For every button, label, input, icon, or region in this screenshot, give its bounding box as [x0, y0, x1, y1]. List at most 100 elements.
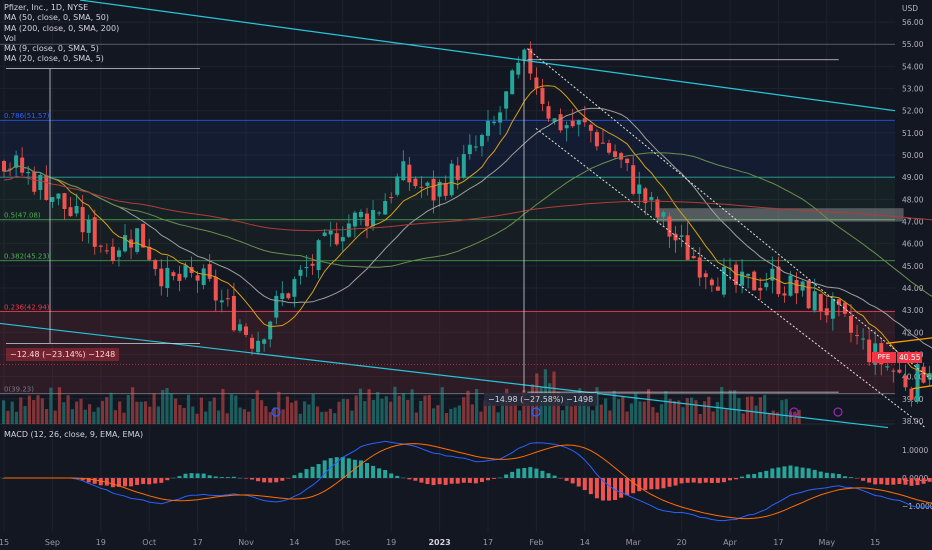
macd-line	[4, 440, 932, 522]
macd-histogram-bar	[183, 473, 188, 478]
volume-bar	[156, 406, 160, 424]
indicator-ma9[interactable]: MA (9, close, 0, SMA, 5)	[4, 44, 99, 54]
macd-histogram-bar	[165, 478, 170, 481]
candle-body	[371, 210, 376, 227]
macd-histogram-bar	[522, 467, 527, 478]
macd-histogram-bar	[546, 473, 551, 478]
macd-histogram-bar	[268, 478, 273, 483]
measure-left-label[interactable]: −12.48 (−23.14%) −1248	[6, 348, 120, 361]
volume-bar	[440, 387, 444, 424]
volume-bar	[174, 398, 178, 424]
volume-bar	[410, 389, 414, 424]
macd-histogram-bar	[540, 470, 545, 478]
volume-bar	[449, 408, 453, 424]
trendline-lower	[0, 322, 889, 429]
fib-level-label: 0.5(47.08)	[4, 212, 41, 220]
indicator-volume[interactable]: Vol	[4, 33, 16, 43]
macd-histogram-bar	[455, 478, 460, 484]
macd-histogram-bar	[123, 478, 127, 487]
volume-bar	[500, 401, 504, 424]
indicator-ma200[interactable]: MA (200, close, 0, SMA, 200)	[4, 23, 120, 33]
macd-histogram-bar	[619, 478, 624, 498]
indicator-ma20[interactable]: MA (20, close, 0, SMA, 5)	[4, 54, 104, 64]
volume-bar	[707, 396, 711, 424]
price-tick-label: 38.00	[902, 417, 924, 426]
measure-right-label[interactable]: −14.98 (−27.58%) −1498	[484, 393, 598, 406]
candle-body	[758, 287, 763, 291]
candle-body	[788, 275, 793, 296]
macd-histogram-bar	[873, 478, 878, 485]
candle-body	[600, 142, 605, 144]
macd-histogram-bar	[728, 478, 732, 481]
ma20-line	[3, 107, 932, 349]
volume-bar	[126, 394, 130, 424]
event-marker-icon	[271, 407, 281, 417]
volume-bar	[492, 404, 496, 424]
fib-level-label: 0(39.23)	[4, 386, 34, 394]
volume-bar	[767, 413, 771, 424]
volume-bar	[496, 412, 500, 424]
volume-bar	[40, 398, 44, 424]
macd-histogram-bar	[631, 478, 636, 494]
volume-bar	[711, 411, 715, 424]
volume-bar	[754, 405, 758, 424]
price-tick-label: 46.00	[902, 240, 924, 249]
candle-body	[588, 124, 593, 131]
macd-histogram-bar	[891, 478, 896, 485]
time-tick-label: 2023	[428, 538, 450, 547]
indicator-ma50[interactable]: MA (50, close, 0, SMA, 50)	[4, 13, 110, 23]
candle-body	[679, 235, 684, 237]
candle-body	[153, 260, 158, 270]
macd-histogram-bar	[395, 475, 400, 478]
macd-histogram-bar	[461, 478, 466, 483]
volume-bar	[100, 400, 105, 424]
macd-histogram-bar	[443, 478, 448, 485]
volume-bar	[66, 395, 70, 424]
volume-bar	[208, 401, 212, 424]
candle-body	[237, 324, 242, 331]
macd-histogram-bar	[250, 478, 255, 480]
candle-body	[26, 172, 31, 174]
macd-legend[interactable]: MACD (12, 26, close, 9, EMA, EMA)	[4, 430, 144, 439]
macd-tick-label: 0.0000	[902, 474, 928, 483]
candle-body	[649, 197, 654, 201]
fib-level-label: 0.382(45.23)	[4, 253, 50, 261]
macd-histogram-bar	[806, 468, 811, 478]
macd-histogram-bar	[867, 478, 872, 483]
candle-body	[594, 132, 599, 147]
candle-body	[110, 246, 115, 261]
macd-histogram-bar	[582, 478, 587, 491]
candle-body	[68, 207, 73, 217]
candle-body	[104, 250, 109, 252]
macd-histogram-bar	[709, 478, 714, 484]
volume-bar	[229, 394, 234, 424]
volume-bar	[242, 409, 246, 424]
candle-body	[219, 300, 224, 303]
macd-histogram-bar	[383, 469, 388, 478]
macd-histogram-bar	[552, 475, 557, 478]
volume-bar	[788, 411, 793, 424]
macd-histogram-bar	[715, 478, 720, 483]
candle-body	[836, 299, 841, 305]
volume-bar	[186, 394, 191, 424]
macd-histogram-bar	[377, 468, 382, 478]
candle-body	[691, 256, 696, 259]
candle-body	[2, 160, 6, 172]
volume-bar	[569, 406, 573, 424]
volume-bar	[625, 411, 629, 424]
candle-body	[631, 165, 636, 194]
time-tick-label: Feb	[529, 538, 543, 547]
volume-bar	[191, 406, 195, 424]
candle-body	[346, 223, 351, 237]
candle-body	[607, 143, 611, 153]
volume-bar	[83, 409, 87, 424]
macd-histogram-bar	[389, 473, 394, 478]
volume-bar	[122, 412, 126, 424]
fib-level-label: 0.236(42.94)	[4, 303, 50, 311]
symbol-title: Pfizer, Inc., 1D, NYSE	[4, 3, 89, 12]
volume-bar	[328, 408, 332, 424]
macd-histogram-bar	[256, 478, 261, 482]
candle-body	[582, 118, 587, 123]
volume-bar	[401, 392, 406, 424]
